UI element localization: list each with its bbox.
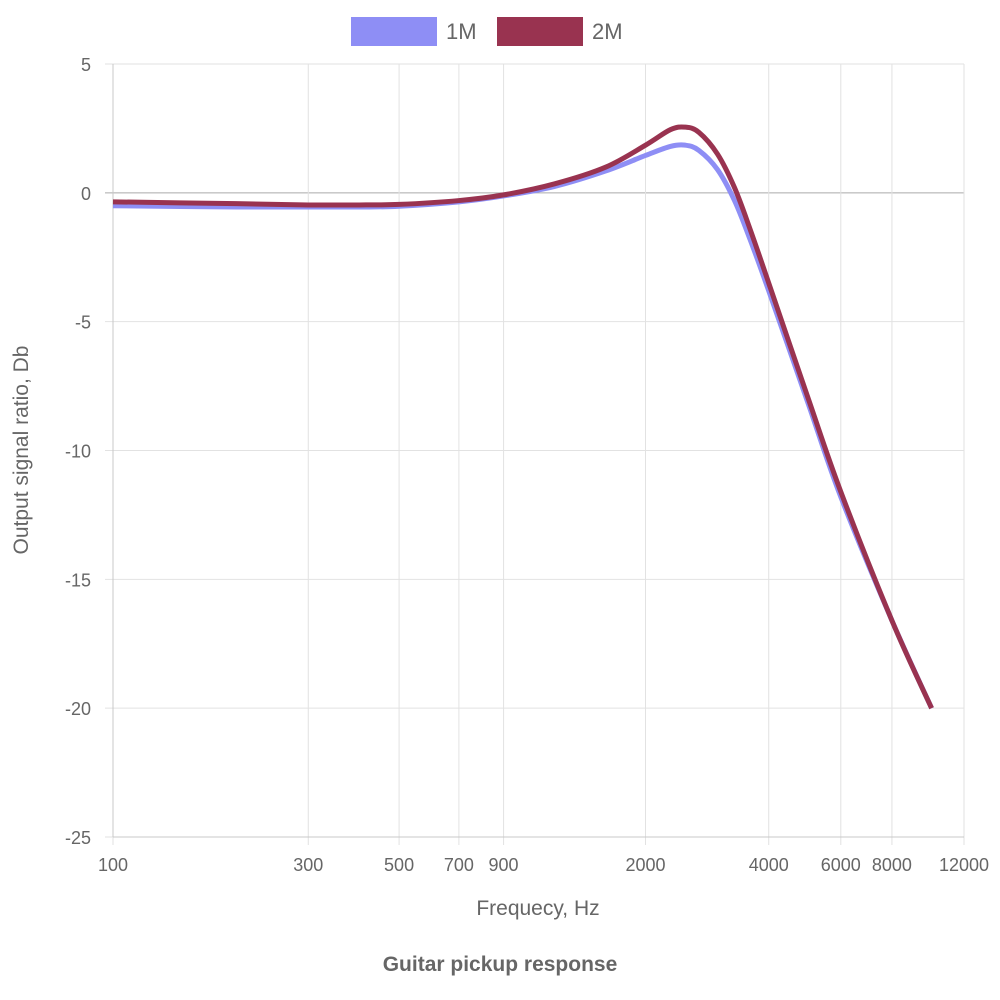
legend-label-2m: 2M [592,19,623,44]
grid [105,63,965,845]
y-tick-label: 0 [81,184,91,204]
y-tick-label: -5 [75,313,91,333]
x-tick-label: 900 [489,855,519,875]
y-tick-label: -10 [65,442,91,462]
y-tick-label: -15 [65,570,91,590]
x-tick-label: 12000 [939,855,989,875]
chart-title: Guitar pickup response [383,953,618,976]
series-lines [112,124,934,710]
axis-ticks: 5 0 -5 -10 -15 -20 -25 100 300 500 700 900 2000 4000 6… [65,55,989,875]
x-axis-title: Frequecy, Hz [476,897,599,920]
series-line-2m [112,124,934,710]
x-tick-label: 500 [384,855,414,875]
legend-swatch-1m [351,17,437,46]
series-line-1m [112,142,934,710]
x-tick-label: 8000 [872,855,912,875]
legend-label-1m: 1M [446,19,477,44]
x-tick-label: 100 [98,855,128,875]
legend-item-1m[interactable]: 1M [351,17,477,46]
legend-swatch-2m [497,17,583,46]
y-axis-title: Output signal ratio, Db [10,346,33,555]
y-tick-label: -20 [65,699,91,719]
x-tick-label: 6000 [821,855,861,875]
y-tick-label: 5 [81,55,91,75]
x-tick-label: 4000 [749,855,789,875]
y-tick-label: -25 [65,828,91,848]
x-tick-label: 700 [444,855,474,875]
legend-item-2m[interactable]: 2M [497,17,623,46]
x-tick-label: 300 [293,855,323,875]
legend: 1M 2M [351,17,623,46]
x-tick-label: 2000 [625,855,665,875]
